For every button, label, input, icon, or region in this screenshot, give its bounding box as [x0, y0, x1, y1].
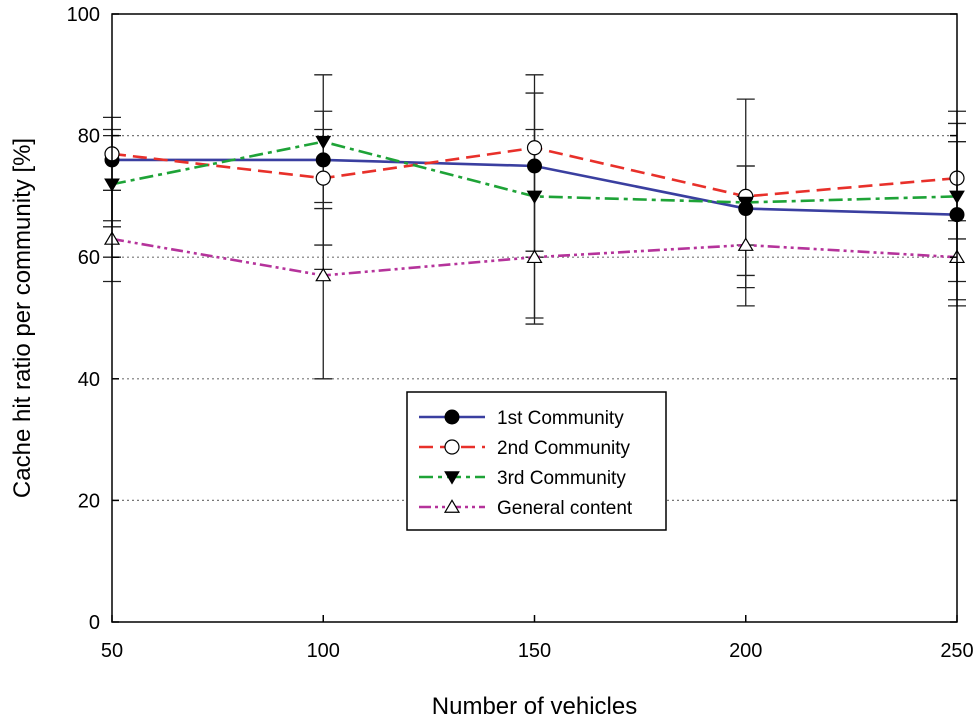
marker-s1-p2	[315, 152, 331, 168]
y-tick-label-20: 20	[78, 490, 100, 512]
legend-label-1: 1st Community	[497, 408, 624, 429]
marker-s4-p4	[737, 237, 754, 251]
y-tick-label-40: 40	[78, 369, 100, 391]
y-tick-label-0: 0	[89, 612, 100, 634]
legend: 1st Community 2nd Community 3rd Community G…	[406, 391, 667, 531]
marker-s3-p4	[737, 196, 754, 211]
x-tick-label-100: 100	[307, 640, 340, 662]
legend-marker-3	[444, 471, 460, 485]
legend-marker-1	[444, 409, 460, 425]
legend-label-3: 3rd Community	[497, 468, 626, 489]
x-tick-label-150: 150	[518, 640, 551, 662]
error-bars	[103, 74, 966, 380]
legend-marker-4	[443, 499, 461, 513]
marker-s1-p3	[527, 158, 542, 174]
marker-s3-p3	[526, 190, 543, 205]
marker-s3-p2	[315, 135, 332, 150]
y-tick-label-80: 80	[78, 126, 100, 148]
marker-s2-p2	[315, 170, 331, 186]
marker-s4-p2	[315, 267, 332, 282]
legend-label-2: 2nd Community	[497, 438, 631, 459]
x-tick-label-50: 50	[101, 640, 123, 662]
grid-lines	[112, 135, 957, 501]
marker-s2-p3	[526, 140, 543, 156]
marker-s4-p3	[526, 249, 543, 264]
x-tick-label-200: 200	[729, 640, 762, 662]
y-tick-label-60: 60	[78, 247, 100, 269]
legend-label-4: General content	[497, 498, 633, 519]
y-axis-label: Cache hit ratio per community [%]	[9, 138, 36, 498]
y-tick-label-100: 100	[67, 4, 100, 26]
x-axis-label: Number of vehicles	[432, 693, 637, 720]
axis-ticks: 0 20 40 60 80 100 50 100 150 200 250	[67, 4, 974, 662]
x-tick-label-250: 250	[940, 640, 973, 662]
legend-marker-2	[444, 439, 460, 455]
